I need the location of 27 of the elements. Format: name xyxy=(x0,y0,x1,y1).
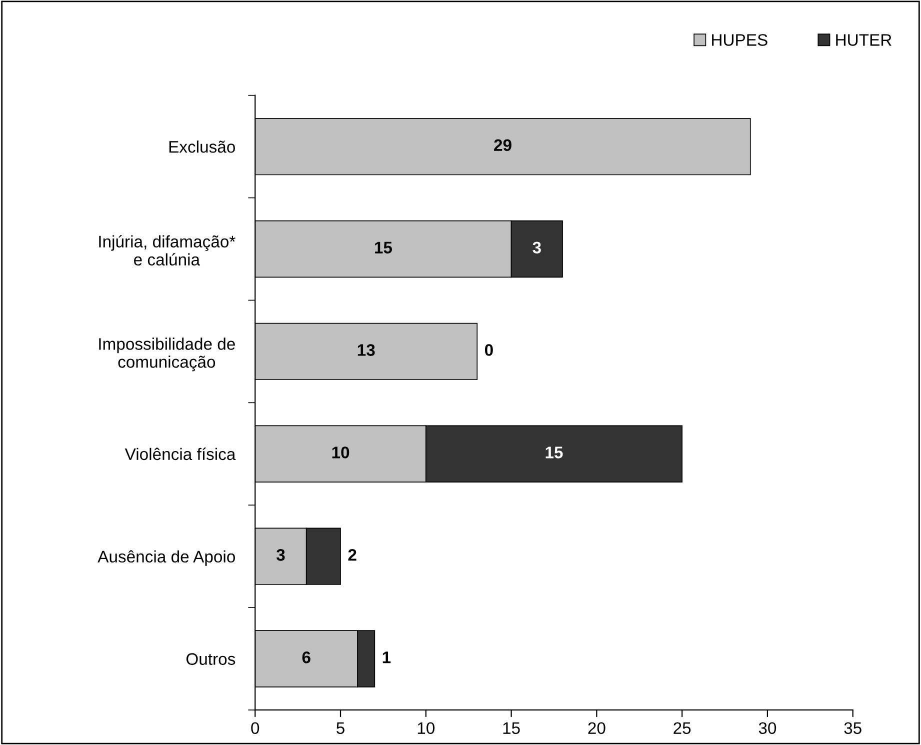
y-tick-label: Impossibilidade de comunicação xyxy=(99,338,235,372)
x-tick-label: 5 xyxy=(336,722,344,734)
y-tick-label: Outros xyxy=(186,653,236,665)
x-tick-label: 10 xyxy=(418,722,435,734)
y-tick-label: Exclusão xyxy=(169,140,235,153)
data-label: 2 xyxy=(348,549,356,561)
x-tick-label: 35 xyxy=(844,722,862,734)
x-tick-label: 20 xyxy=(588,722,606,734)
data-label: 29 xyxy=(494,139,512,152)
data-label: 13 xyxy=(358,344,375,356)
data-label: 10 xyxy=(332,446,350,458)
data-label: 3 xyxy=(532,242,541,254)
data-label: 15 xyxy=(374,242,392,254)
y-tick-label: Violência física xyxy=(124,448,236,460)
data-label: 1 xyxy=(382,652,391,664)
data-label: 0 xyxy=(484,344,493,356)
x-tick-label: 30 xyxy=(758,722,776,734)
x-tick-label: 15 xyxy=(503,722,520,734)
y-tick-label: Injúria, difamação* e calúnia xyxy=(99,235,236,266)
data-label: 15 xyxy=(546,446,563,458)
data-label: 3 xyxy=(276,549,285,561)
x-tick-label: 25 xyxy=(674,722,691,734)
y-tick-label: Ausência de Apoio xyxy=(98,550,235,566)
legend-label: HUPES xyxy=(712,34,768,46)
legend-label: HUTER xyxy=(836,34,892,46)
x-tick-label: 0 xyxy=(251,722,260,734)
data-label: 6 xyxy=(302,651,310,664)
